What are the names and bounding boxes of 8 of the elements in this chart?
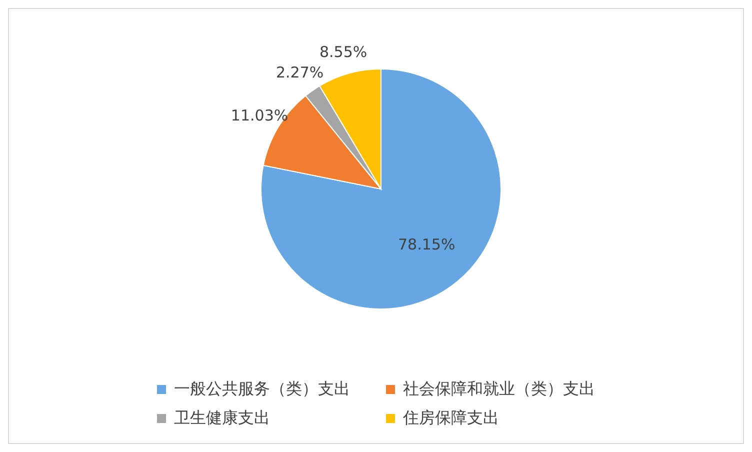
data-label: 78.15% xyxy=(398,236,456,254)
data-label: 2.27% xyxy=(276,63,324,82)
data-label: 8.55% xyxy=(319,43,368,62)
data-label: 11.03% xyxy=(230,106,288,124)
legend-label: 卫生健康支出 xyxy=(174,408,270,429)
legend-label: 住房保障支出 xyxy=(403,408,499,429)
legend-label: 一般公共服务（类）支出 xyxy=(174,379,350,400)
legend-label: 社会保障和就业（类）支出 xyxy=(403,379,595,400)
